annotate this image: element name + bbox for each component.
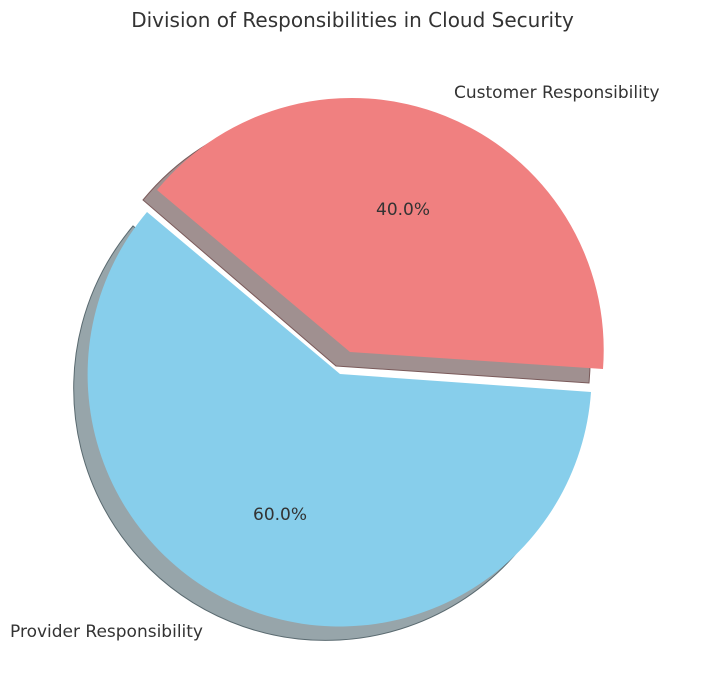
chart-title: Division of Responsibilities in Cloud Se… (131, 8, 574, 32)
customer-label: Customer Responsibility (454, 83, 660, 103)
provider-slice[interactable] (87, 212, 591, 627)
customer-slice[interactable] (157, 97, 604, 369)
customer-pct: 40.0% (376, 200, 431, 220)
provider-label: Provider Responsibility (10, 622, 203, 642)
provider-pct: 60.0% (253, 505, 308, 525)
